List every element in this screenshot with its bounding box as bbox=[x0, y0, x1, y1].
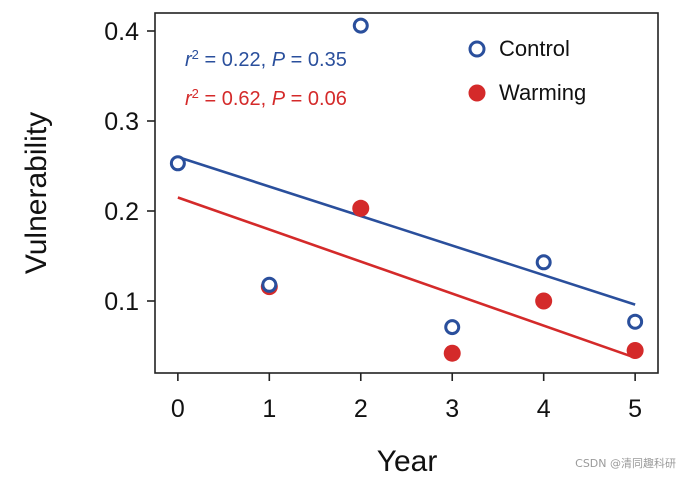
legend-warming-marker bbox=[468, 84, 486, 102]
control-point bbox=[627, 313, 644, 330]
legend-control-marker bbox=[468, 40, 486, 58]
legend-warming-label: Warming bbox=[499, 80, 586, 105]
legend: Control Warming bbox=[468, 36, 586, 105]
control-point bbox=[261, 276, 278, 293]
warming-point bbox=[443, 344, 461, 362]
warming-stats-annotation: r2 = 0.62, P = 0.06 bbox=[185, 86, 347, 111]
regression-lines bbox=[177, 155, 636, 359]
y-tick-label: 0.4 bbox=[104, 18, 139, 46]
legend-control-label: Control bbox=[499, 36, 570, 61]
control-point bbox=[352, 17, 369, 34]
control-regression-line bbox=[177, 155, 636, 306]
y-axis-title: Vulnerability bbox=[20, 112, 53, 274]
control-point bbox=[535, 254, 552, 271]
x-tick-label: 3 bbox=[445, 395, 459, 423]
x-axis-ticks: 0 1 2 3 4 5 bbox=[171, 373, 642, 423]
warming-regression-line bbox=[177, 196, 636, 359]
warming-point bbox=[626, 342, 644, 359]
watermark: CSDN @清同趣科研 bbox=[575, 456, 676, 470]
data-points bbox=[169, 17, 644, 362]
y-tick-label: 0.2 bbox=[104, 198, 139, 226]
y-axis-ticks: 0.1 0.2 0.3 0.4 bbox=[104, 18, 155, 316]
y-tick-label: 0.1 bbox=[104, 288, 139, 316]
plot-frame bbox=[154, 12, 659, 374]
warming-point bbox=[535, 292, 553, 310]
x-tick-label: 1 bbox=[262, 395, 276, 423]
y-tick-label: 0.3 bbox=[104, 108, 139, 136]
control-stats-annotation: r2 = 0.22, P = 0.35 bbox=[185, 47, 347, 72]
x-axis-title: Year bbox=[377, 445, 438, 477]
warming-point bbox=[352, 199, 370, 217]
x-tick-label: 0 bbox=[171, 395, 185, 423]
x-tick-label: 4 bbox=[537, 395, 551, 423]
control-point bbox=[169, 155, 186, 172]
x-tick-label: 5 bbox=[628, 395, 642, 423]
control-point bbox=[444, 319, 461, 336]
x-tick-label: 2 bbox=[354, 395, 368, 423]
